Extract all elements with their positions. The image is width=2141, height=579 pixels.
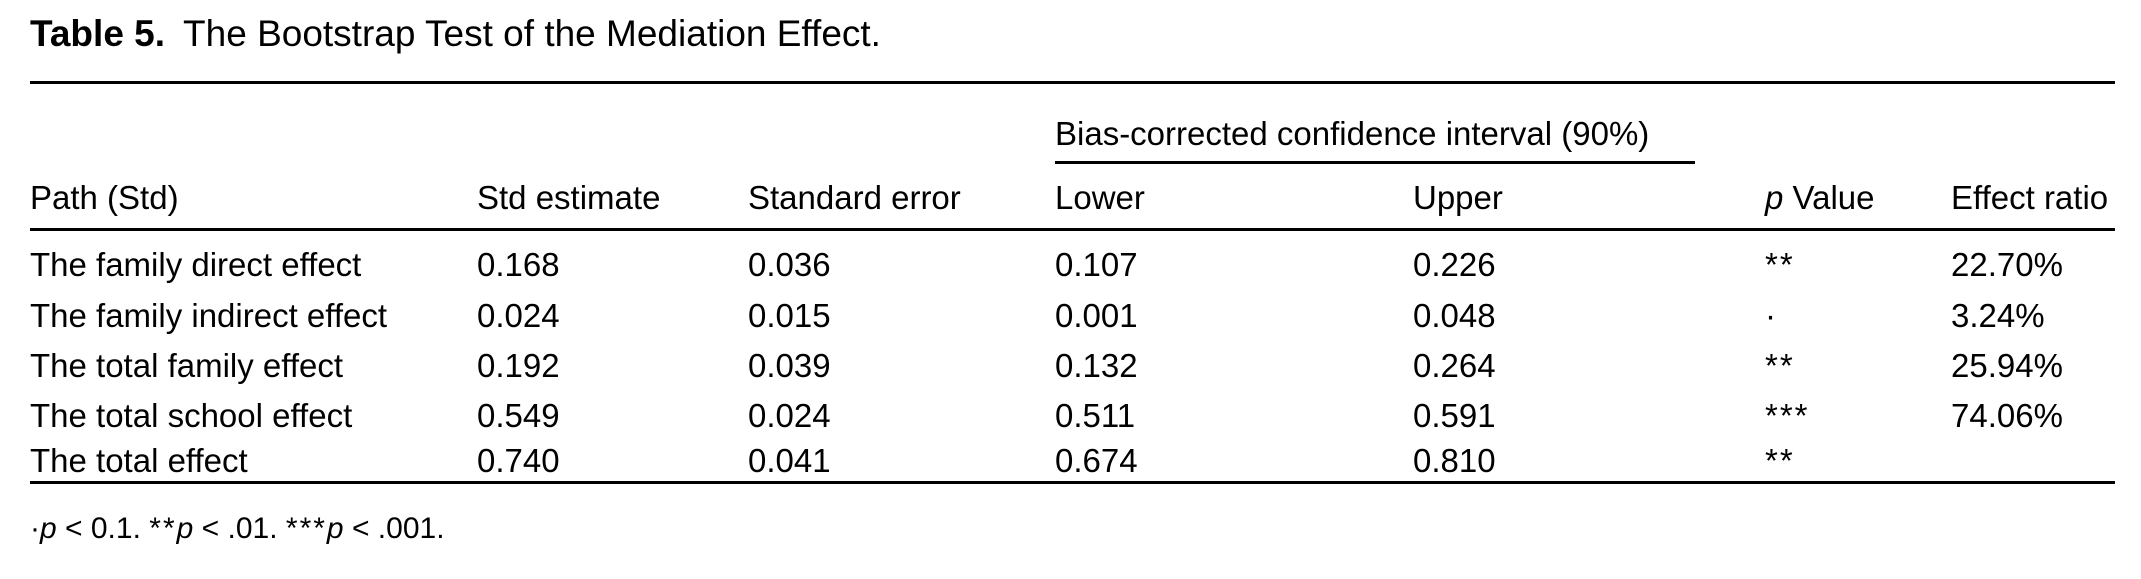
cell-effect-ratio: 3.24% <box>1951 297 2045 334</box>
p-italic: p <box>40 512 57 545</box>
p-italic: p <box>1765 179 1784 216</box>
sig-3star-threshold: < .001. <box>343 512 445 545</box>
column-header-path: Path (Std) <box>30 179 179 216</box>
cell-standard-error: 0.024 <box>748 397 831 434</box>
cell-effect-ratio: 25.94% <box>1951 347 2063 384</box>
cell-p-value: ** <box>1765 347 1795 384</box>
cell-p-value: · <box>1765 297 1778 334</box>
significance-footnote: ·p < 0.1. **p < .01. ***p < .001. <box>30 510 445 548</box>
sig-dot-symbol: · <box>30 512 40 545</box>
sig-2star-symbol: ** <box>149 512 177 545</box>
table-bottom-rule <box>30 481 2115 484</box>
table-caption: The Bootstrap Test of the Mediation Effe… <box>183 13 881 54</box>
spanner-spacer-right <box>1765 84 2115 164</box>
cell-standard-error: 0.041 <box>748 442 831 479</box>
cell-standard-error: 0.036 <box>748 246 831 283</box>
column-header-std-estimate: Std estimate <box>477 179 661 216</box>
cell-path: The total school effect <box>30 397 353 434</box>
p-italic: p <box>326 512 344 545</box>
p-value-label: Value <box>1783 179 1875 216</box>
cell-path: The total family effect <box>30 347 344 384</box>
column-header-effect-ratio: Effect ratio <box>1951 179 2109 216</box>
sig-3star-symbol: *** <box>285 512 327 545</box>
cell-lower: 0.132 <box>1055 347 1138 384</box>
cell-lower: 0.674 <box>1055 442 1138 479</box>
column-header-lower: Lower <box>1055 179 1145 216</box>
cell-path: The total effect <box>30 442 248 479</box>
column-header-p-value: p Value <box>1765 164 1951 228</box>
cell-effect-ratio: 22.70% <box>1951 246 2063 283</box>
cell-lower: 0.001 <box>1055 297 1138 334</box>
column-header-standard-error: Standard error <box>748 179 961 216</box>
cell-std-estimate: 0.168 <box>477 246 560 283</box>
cell-p-value: ** <box>1765 246 1795 283</box>
cell-std-estimate: 0.024 <box>477 297 560 334</box>
spanner-spacer-left <box>30 84 1055 164</box>
cell-path: The family indirect effect <box>30 297 388 334</box>
cell-upper: 0.048 <box>1413 297 1496 334</box>
cell-effect-ratio <box>1951 441 2115 481</box>
cell-std-estimate: 0.192 <box>477 347 560 384</box>
cell-upper: 0.591 <box>1413 397 1496 434</box>
p-italic: p <box>176 512 194 545</box>
sig-2star-threshold: < .01. <box>193 512 286 545</box>
cell-std-estimate: 0.740 <box>477 442 560 479</box>
cell-upper: 0.810 <box>1413 442 1496 479</box>
table-title: Table 5. The Bootstrap Test of the Mediat… <box>30 12 881 56</box>
cell-p-value: *** <box>1765 397 1810 434</box>
cell-standard-error: 0.015 <box>748 297 831 334</box>
cell-effect-ratio: 74.06% <box>1951 397 2063 434</box>
cell-standard-error: 0.039 <box>748 347 831 384</box>
table-top-rule <box>30 81 2115 84</box>
cell-lower: 0.107 <box>1055 246 1138 283</box>
column-header-upper: Upper <box>1413 179 1503 216</box>
table-number: Table 5. <box>30 13 166 54</box>
cell-upper: 0.264 <box>1413 347 1496 384</box>
cell-p-value: ** <box>1765 442 1795 479</box>
cell-lower: 0.511 <box>1055 397 1136 434</box>
cell-path: The family direct effect <box>30 246 362 283</box>
cell-std-estimate: 0.549 <box>477 397 560 434</box>
sig-dot-threshold: < 0.1. <box>56 512 150 545</box>
mediation-effect-table: Bias-corrected confidence interval (90%)… <box>30 81 2115 484</box>
spanner-header-bias-corrected-ci: Bias-corrected confidence interval (90%) <box>1055 84 1695 164</box>
table-header-rule <box>30 228 2115 231</box>
cell-upper: 0.226 <box>1413 246 1496 283</box>
